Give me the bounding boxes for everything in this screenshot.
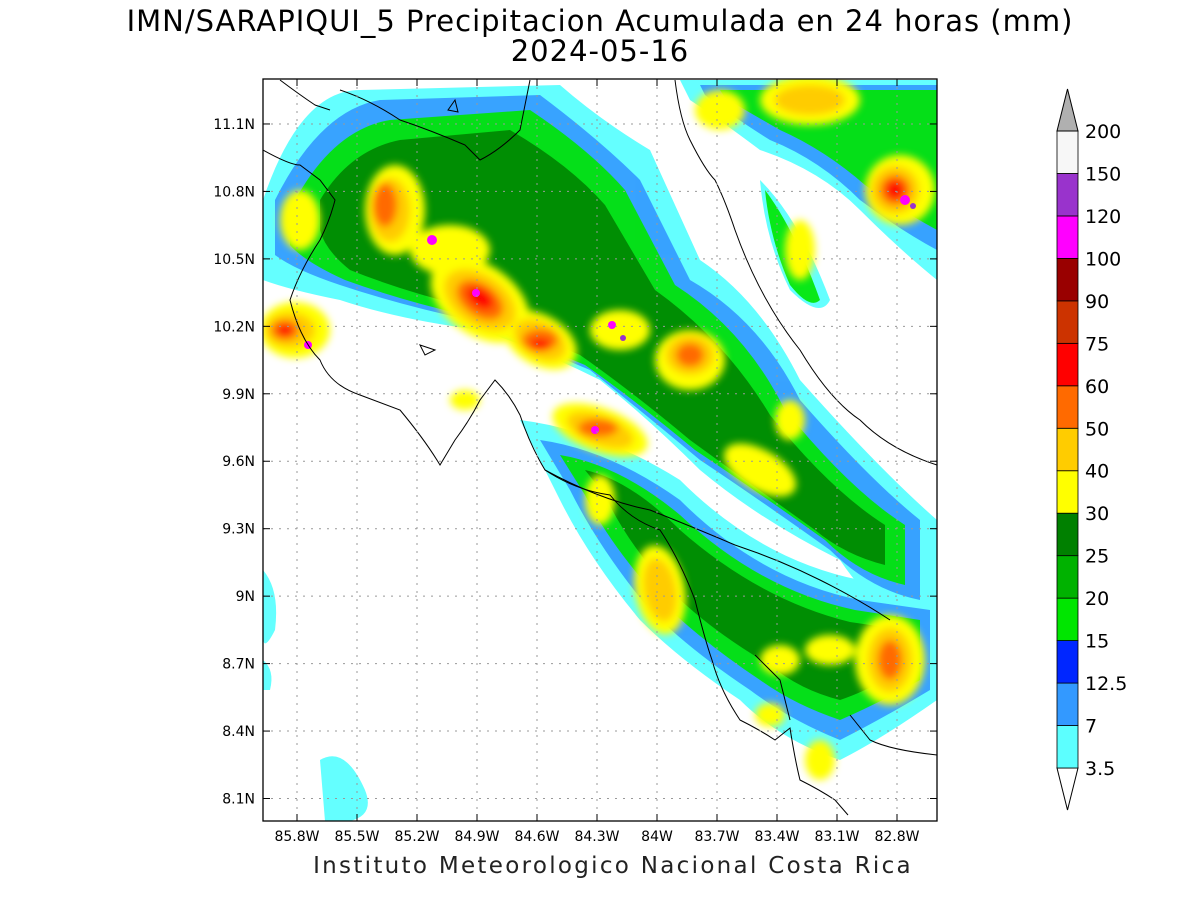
colorbar-label: 3.5 <box>1085 758 1115 780</box>
y-tick-label: 10.8N <box>213 184 255 200</box>
colorbar-label: 150 <box>1085 163 1121 185</box>
x-tick-label: 85.8W <box>274 829 319 845</box>
colorbar-swatch <box>1056 470 1079 514</box>
colorbar-swatch <box>1056 342 1079 387</box>
x-tick-label: 85.5W <box>334 829 379 845</box>
x-tick-label: 84.9W <box>454 829 499 845</box>
x-tick-label: 84W <box>641 829 673 845</box>
colorbar-label: 60 <box>1085 376 1109 398</box>
colorbar-label: 20 <box>1085 588 1109 610</box>
x-tick-label: 82.8W <box>874 829 919 845</box>
map-date: 2024-05-16 <box>510 34 690 68</box>
colorbar-swatch <box>1056 725 1079 769</box>
y-tick-label: 11.1N <box>213 117 255 133</box>
y-tick-label: 10.2N <box>213 319 255 335</box>
y-tick-label: 9.9N <box>222 387 255 403</box>
colorbar-swatch <box>1056 640 1079 684</box>
y-tick-label: 9N <box>236 589 255 605</box>
colorbar-label: 30 <box>1085 503 1109 525</box>
colorbar-swatch <box>1056 597 1079 642</box>
map-title: IMN/SARAPIQUI_5 Precipitacion Acumulada … <box>126 4 1074 38</box>
colorbar-swatch <box>1056 257 1079 302</box>
colorbar-label: 75 <box>1085 333 1109 355</box>
colorbar-swatch <box>1056 555 1079 599</box>
y-axis: 11.1N 10.8N 10.5N 10.2N 9.9N 9.6N 9.3N 9N 8.7N 8.… <box>213 117 937 808</box>
plot-frame <box>262 78 938 822</box>
x-axis: 85.8W 85.5W 85.2W 84.9W 84.6W 84.3W 84W 83.7W 83… <box>274 79 920 845</box>
colorbar-label: 15 <box>1085 631 1109 653</box>
colorbar-label: 7 <box>1085 716 1097 738</box>
x-tick-label: 85.2W <box>394 829 439 845</box>
y-tick-label: 8.7N <box>222 657 255 673</box>
footer-credit: Instituto Meteorologico Nacional Costa R… <box>313 853 913 879</box>
colorbar-upper-arrow <box>1056 88 1079 132</box>
colorbar-label: 50 <box>1085 418 1109 440</box>
gridlines <box>263 79 937 821</box>
colorbar-label: 120 <box>1085 206 1121 228</box>
coastlines <box>263 79 937 816</box>
colorbar-label: 90 <box>1085 291 1109 313</box>
colorbar-label: 40 <box>1085 461 1109 483</box>
x-tick-label: 84.3W <box>574 829 619 845</box>
colorbar-swatch <box>1056 682 1079 726</box>
y-tick-label: 10.5N <box>213 252 255 268</box>
x-tick-label: 83.4W <box>754 829 799 845</box>
x-tick-label: 83.7W <box>694 829 739 845</box>
colorbar-label: 25 <box>1085 546 1109 568</box>
x-tick-label: 84.6W <box>514 829 559 845</box>
y-tick-label: 9.3N <box>222 522 255 538</box>
precipitation-field <box>263 79 937 821</box>
colorbar-swatch <box>1056 385 1079 429</box>
colorbar-lower-arrow <box>1056 767 1079 811</box>
colorbar-swatch <box>1056 512 1079 557</box>
colorbar-swatch <box>1056 173 1079 217</box>
colorbar-legend: 3.5 7 12.5 15 20 25 30 40 50 60 75 90 100 120 150 200 <box>1056 88 1127 811</box>
colorbar-label: 100 <box>1085 248 1121 270</box>
colorbar-label: 12.5 <box>1085 673 1127 695</box>
colorbar-swatch <box>1056 215 1079 259</box>
colorbar-label: 200 <box>1085 121 1121 143</box>
y-tick-label: 8.1N <box>222 792 255 808</box>
colorbar-swatch <box>1056 300 1079 344</box>
x-tick-label: 83.1W <box>814 829 859 845</box>
colorbar-swatch <box>1056 130 1079 174</box>
y-tick-label: 9.6N <box>222 454 255 470</box>
y-tick-label: 8.4N <box>222 724 255 740</box>
colorbar-swatch <box>1056 427 1079 472</box>
